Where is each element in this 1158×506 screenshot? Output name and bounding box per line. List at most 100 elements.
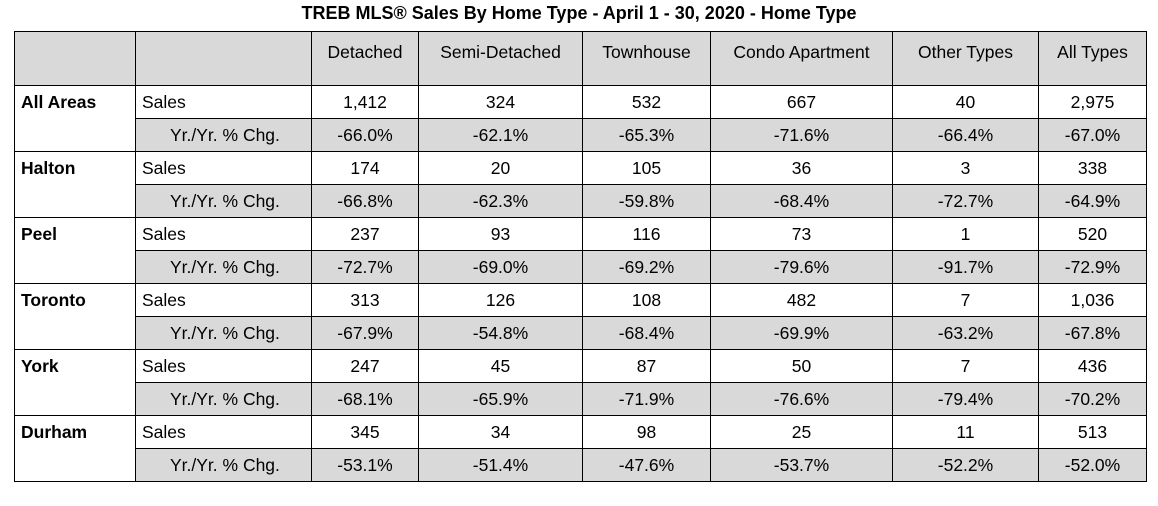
table-row: Yr./Yr. % Chg. -72.7% -69.0% -69.2% -79.6% -9… xyxy=(14,250,1147,284)
area-label: Halton xyxy=(14,151,136,185)
metric-label: Sales xyxy=(135,217,312,251)
change-cell: -65.3% xyxy=(582,118,711,152)
sales-cell: 1,036 xyxy=(1038,283,1147,317)
change-cell: -68.4% xyxy=(582,316,711,350)
table-row: Yr./Yr. % Chg. -68.1% -65.9% -71.9% -76.6% -7… xyxy=(14,382,1147,416)
metric-label: Yr./Yr. % Chg. xyxy=(135,316,312,350)
change-cell: -52.2% xyxy=(892,448,1039,482)
area-label-continued xyxy=(14,448,136,482)
metric-label: Yr./Yr. % Chg. xyxy=(135,382,312,416)
change-cell: -47.6% xyxy=(582,448,711,482)
metric-label: Yr./Yr. % Chg. xyxy=(135,448,312,482)
table-row: York Sales 247 45 87 50 7 436 xyxy=(14,349,1147,383)
change-cell: -72.7% xyxy=(311,250,419,284)
sales-cell: 174 xyxy=(311,151,419,185)
metric-label: Sales xyxy=(135,85,312,119)
change-cell: -53.1% xyxy=(311,448,419,482)
metric-label: Sales xyxy=(135,415,312,449)
change-cell: -68.1% xyxy=(311,382,419,416)
area-label: Peel xyxy=(14,217,136,251)
table-body: All Areas Sales 1,412 324 532 667 40 2,975 Yr./Y… xyxy=(14,85,1147,482)
change-cell: -51.4% xyxy=(418,448,583,482)
sales-cell: 11 xyxy=(892,415,1039,449)
change-cell: -76.6% xyxy=(710,382,893,416)
area-label: Toronto xyxy=(14,283,136,317)
metric-label: Yr./Yr. % Chg. xyxy=(135,184,312,218)
change-cell: -69.0% xyxy=(418,250,583,284)
sales-cell: 1,412 xyxy=(311,85,419,119)
table-row: Yr./Yr. % Chg. -66.8% -62.3% -59.8% -68.4% -7… xyxy=(14,184,1147,218)
change-cell: -70.2% xyxy=(1038,382,1147,416)
change-cell: -67.0% xyxy=(1038,118,1147,152)
change-cell: -64.9% xyxy=(1038,184,1147,218)
header-row: Detached Semi-Detached Townhouse Condo A… xyxy=(14,31,1147,86)
metric-label: Sales xyxy=(135,151,312,185)
sales-cell: 7 xyxy=(892,349,1039,383)
change-cell: -52.0% xyxy=(1038,448,1147,482)
sales-cell: 338 xyxy=(1038,151,1147,185)
sales-cell: 98 xyxy=(582,415,711,449)
area-label-continued xyxy=(14,382,136,416)
change-cell: -72.7% xyxy=(892,184,1039,218)
sales-cell: 108 xyxy=(582,283,711,317)
sales-cell: 40 xyxy=(892,85,1039,119)
change-cell: -65.9% xyxy=(418,382,583,416)
sales-cell: 2,975 xyxy=(1038,85,1147,119)
column-header: Semi-Detached xyxy=(418,31,583,86)
change-cell: -53.7% xyxy=(710,448,893,482)
sales-cell: 1 xyxy=(892,217,1039,251)
change-cell: -71.6% xyxy=(710,118,893,152)
sales-cell: 237 xyxy=(311,217,419,251)
sales-cell: 3 xyxy=(892,151,1039,185)
sales-cell: 73 xyxy=(710,217,893,251)
metric-label: Yr./Yr. % Chg. xyxy=(135,118,312,152)
sales-cell: 25 xyxy=(710,415,893,449)
area-label: All Areas xyxy=(14,85,136,119)
change-cell: -59.8% xyxy=(582,184,711,218)
change-cell: -67.8% xyxy=(1038,316,1147,350)
area-label-continued xyxy=(14,184,136,218)
table-row: Durham Sales 345 34 98 25 11 513 xyxy=(14,415,1147,449)
sales-cell: 324 xyxy=(418,85,583,119)
change-cell: -79.6% xyxy=(710,250,893,284)
header-blank-area xyxy=(14,31,136,86)
area-label-continued xyxy=(14,118,136,152)
metric-label: Yr./Yr. % Chg. xyxy=(135,250,312,284)
sales-cell: 313 xyxy=(311,283,419,317)
change-cell: -91.7% xyxy=(892,250,1039,284)
change-cell: -62.1% xyxy=(418,118,583,152)
sales-cell: 667 xyxy=(710,85,893,119)
table-row: Toronto Sales 313 126 108 482 7 1,036 xyxy=(14,283,1147,317)
change-cell: -54.8% xyxy=(418,316,583,350)
change-cell: -69.2% xyxy=(582,250,711,284)
sales-cell: 20 xyxy=(418,151,583,185)
change-cell: -66.8% xyxy=(311,184,419,218)
sales-cell: 482 xyxy=(710,283,893,317)
table-row: Yr./Yr. % Chg. -67.9% -54.8% -68.4% -69.9% -6… xyxy=(14,316,1147,350)
change-cell: -71.9% xyxy=(582,382,711,416)
sales-cell: 520 xyxy=(1038,217,1147,251)
sales-cell: 87 xyxy=(582,349,711,383)
change-cell: -63.2% xyxy=(892,316,1039,350)
sales-cell: 116 xyxy=(582,217,711,251)
change-cell: -69.9% xyxy=(710,316,893,350)
column-header: Detached xyxy=(311,31,419,86)
table-title: TREB MLS® Sales By Home Type - April 1 -… xyxy=(301,3,857,23)
change-cell: -72.9% xyxy=(1038,250,1147,284)
home-type-sales-table: Detached Semi-Detached Townhouse Condo A… xyxy=(14,31,1147,482)
change-cell: -68.4% xyxy=(710,184,893,218)
table-row: Halton Sales 174 20 105 36 3 338 xyxy=(14,151,1147,185)
change-cell: -62.3% xyxy=(418,184,583,218)
sales-cell: 436 xyxy=(1038,349,1147,383)
header-blank-metric xyxy=(135,31,312,86)
column-header: Townhouse xyxy=(582,31,711,86)
sales-cell: 45 xyxy=(418,349,583,383)
table-row: Yr./Yr. % Chg. -66.0% -62.1% -65.3% -71.6% -6… xyxy=(14,118,1147,152)
column-header: All Types xyxy=(1038,31,1147,86)
area-label-continued xyxy=(14,316,136,350)
sales-cell: 7 xyxy=(892,283,1039,317)
sales-cell: 345 xyxy=(311,415,419,449)
change-cell: -66.0% xyxy=(311,118,419,152)
sales-cell: 105 xyxy=(582,151,711,185)
sales-cell: 513 xyxy=(1038,415,1147,449)
